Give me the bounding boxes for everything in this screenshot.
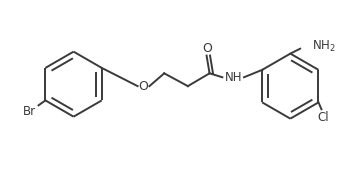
Text: NH: NH <box>224 71 242 84</box>
Text: NH$_2$: NH$_2$ <box>312 39 336 54</box>
Text: Br: Br <box>23 105 36 118</box>
Text: Cl: Cl <box>318 111 329 124</box>
Text: O: O <box>139 80 149 93</box>
Text: O: O <box>203 42 213 55</box>
